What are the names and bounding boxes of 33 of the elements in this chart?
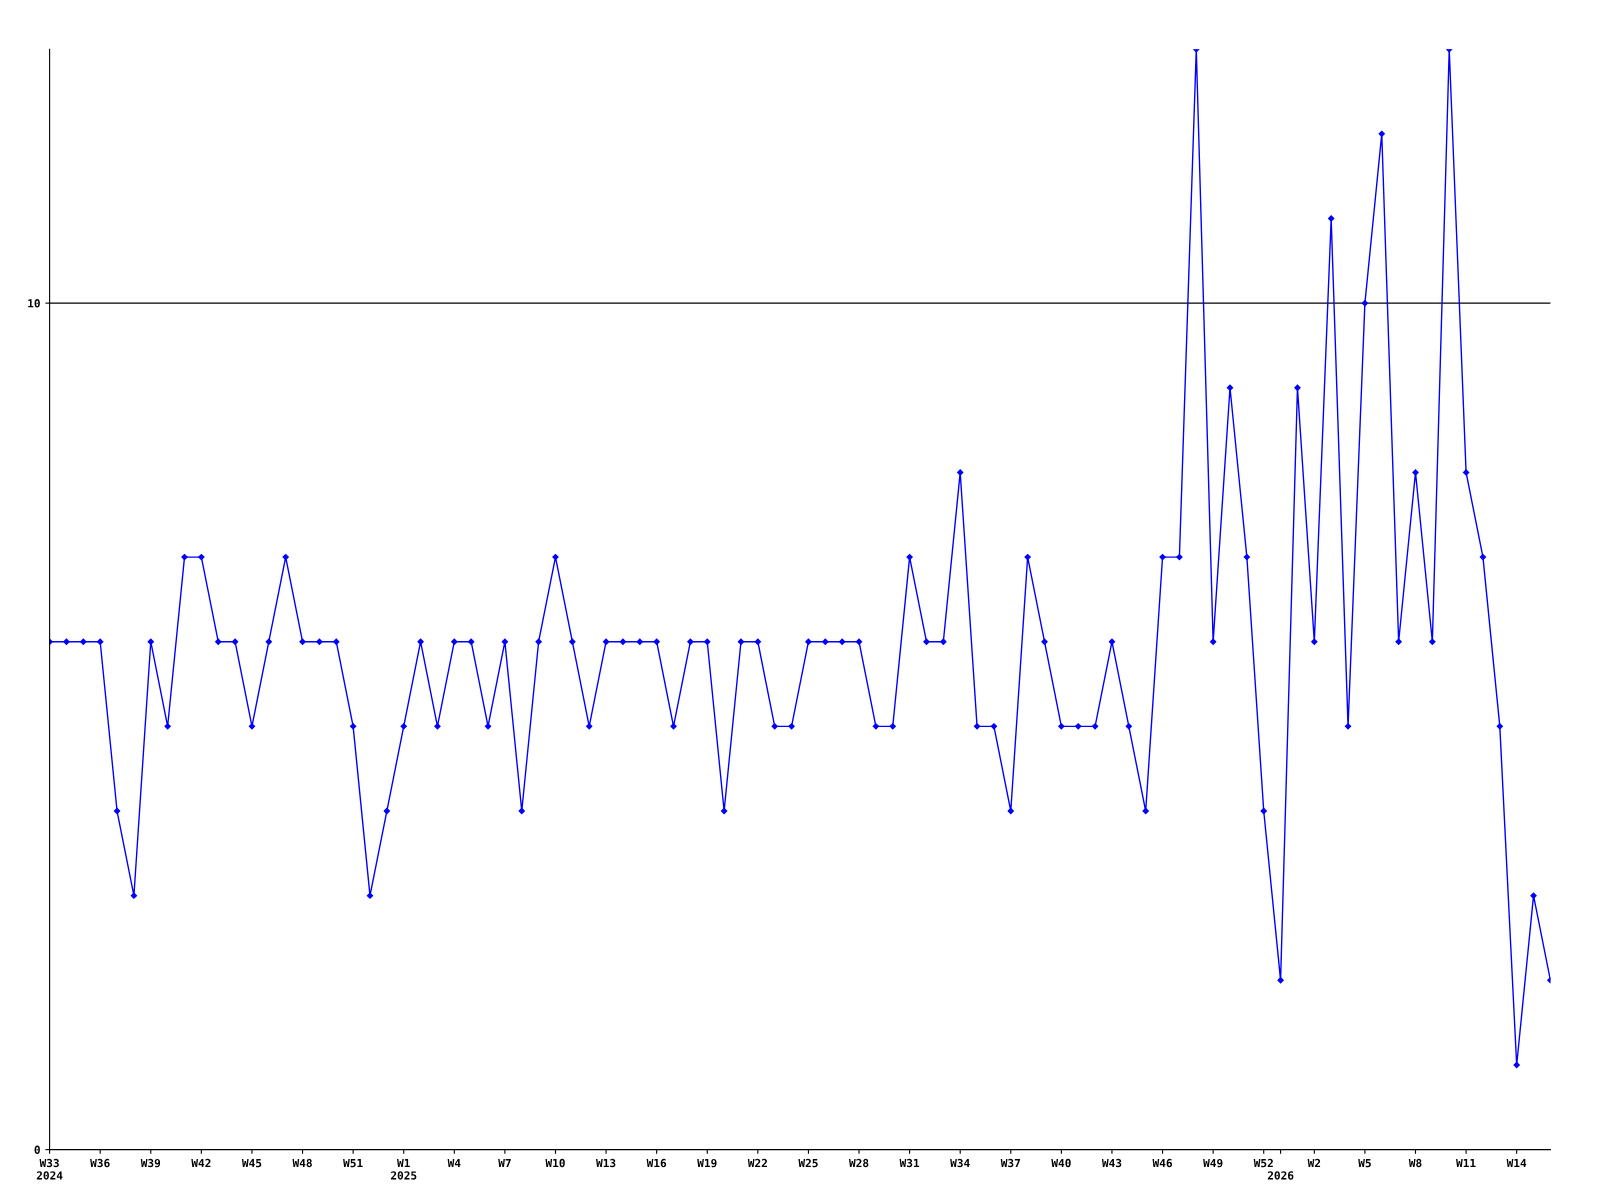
x-tick-label: W49 bbox=[1203, 1158, 1223, 1168]
x-tick-label: W51 bbox=[343, 1158, 363, 1168]
x-tick-label: W1 2025 bbox=[390, 1158, 417, 1180]
x-tick-label: W19 bbox=[697, 1158, 717, 1168]
x-tick-label: W2 bbox=[1307, 1158, 1321, 1168]
x-tick-label: W4 bbox=[447, 1158, 461, 1168]
x-tick-label: W37 bbox=[1000, 1158, 1020, 1168]
x-tick-label: W25 bbox=[798, 1158, 818, 1168]
x-tick-label: W16 bbox=[646, 1158, 667, 1168]
x-tick-label: W52 bbox=[1253, 1158, 1273, 1168]
x-tick-label: W22 bbox=[747, 1158, 767, 1168]
x-tick-label: W36 bbox=[90, 1158, 110, 1168]
x-tick-label: W42 bbox=[191, 1158, 211, 1168]
x-tick-label: W45 bbox=[241, 1158, 262, 1168]
x-tick-label: W8 bbox=[1408, 1158, 1422, 1168]
x-tick-label: W40 bbox=[1051, 1158, 1071, 1168]
x-tick-label: W34 bbox=[950, 1158, 970, 1168]
x-tick-label: W46 bbox=[1152, 1158, 1172, 1168]
x-tick-label: W7 bbox=[498, 1158, 511, 1168]
x-tick-label: W13 bbox=[596, 1158, 616, 1168]
x-tick-label: W39 bbox=[140, 1158, 161, 1168]
x-tick-label: W43 bbox=[1101, 1158, 1122, 1168]
y-tick-label: 10 bbox=[28, 299, 40, 308]
x-tick-label: W10 bbox=[545, 1158, 565, 1168]
x-tick-label: W28 bbox=[848, 1158, 869, 1168]
x-tick-label: W11 bbox=[1456, 1158, 1476, 1168]
x-tick-label: 2026 bbox=[1267, 1171, 1294, 1180]
x-tick-label: W33 2024 bbox=[36, 1158, 63, 1180]
x-tick-label: W14 bbox=[1506, 1158, 1527, 1168]
x-tick-label: W31 bbox=[899, 1158, 920, 1168]
y-tick-label: 0 bbox=[34, 1145, 40, 1154]
x-tick-label: W5 bbox=[1358, 1158, 1371, 1168]
x-tick-label: W48 bbox=[292, 1158, 312, 1168]
